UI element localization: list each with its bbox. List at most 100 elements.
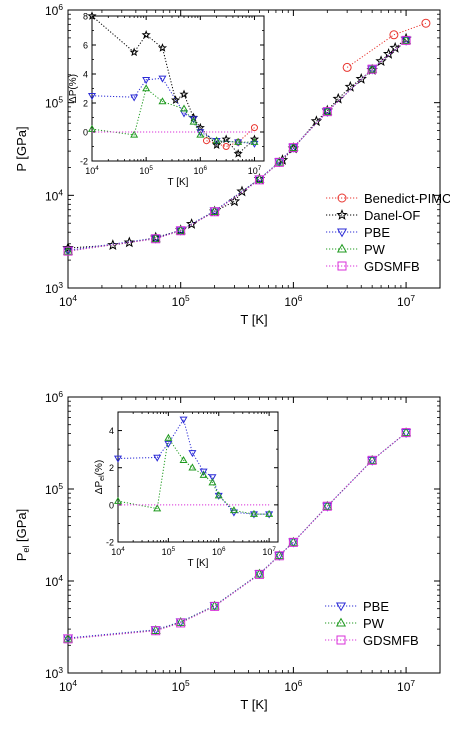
data-point bbox=[209, 600, 220, 610]
x-tick-exponent: 4 bbox=[72, 293, 77, 303]
inset-x-tick-label: 107 bbox=[248, 165, 262, 176]
data-point bbox=[63, 246, 73, 256]
x-tick-exponent: 5 bbox=[185, 293, 190, 303]
inset-data-point bbox=[221, 134, 231, 144]
y-tick-exponent: 5 bbox=[58, 95, 63, 105]
legend-marker bbox=[336, 243, 348, 253]
x-tick-label: 104 bbox=[59, 678, 77, 694]
inset-y-tick-label: 0 bbox=[109, 500, 114, 510]
inset-data-point bbox=[249, 134, 260, 144]
data-point bbox=[355, 73, 367, 84]
x-tick-exponent: 4 bbox=[121, 546, 125, 553]
x-tick-exponent: 7 bbox=[410, 293, 415, 303]
inset-y-axis-label-rest: (%) bbox=[94, 460, 105, 476]
data-point bbox=[401, 34, 412, 44]
x-tick-exponent: 7 bbox=[258, 165, 262, 172]
inset-y-tick-label: 0 bbox=[83, 128, 88, 138]
legend-label: PBE bbox=[363, 599, 389, 614]
inset-x-tick-label: 105 bbox=[139, 165, 153, 176]
y-tick-label: 105 bbox=[45, 95, 63, 111]
inset-data-point bbox=[199, 468, 208, 476]
y-tick-base: 10 bbox=[45, 4, 59, 18]
x-tick-label: 107 bbox=[397, 293, 415, 309]
data-point bbox=[210, 207, 220, 217]
x-tick-label: 105 bbox=[172, 293, 190, 309]
inset-data-point bbox=[142, 84, 151, 92]
data-point bbox=[288, 143, 299, 153]
data-point bbox=[322, 106, 333, 116]
inset-data-point bbox=[229, 506, 238, 514]
inset-series-line bbox=[91, 77, 255, 145]
legend-label: GDSMFB bbox=[364, 259, 420, 274]
legend-item: GDSMFB bbox=[326, 259, 420, 274]
legend-label: PW bbox=[363, 616, 385, 631]
y-tick-label: 105 bbox=[45, 481, 63, 497]
x-tick-base: 10 bbox=[162, 547, 172, 557]
y-tick-label: 103 bbox=[45, 665, 63, 681]
inset-data-point bbox=[250, 124, 258, 132]
inset-y-axis-label: ΔP(%) bbox=[68, 74, 79, 103]
data-point bbox=[176, 226, 186, 236]
legend-item: Danel-OF bbox=[326, 208, 420, 223]
legend-item: PBE bbox=[325, 599, 389, 614]
y-axis-label: P [GPa] bbox=[14, 126, 29, 171]
inset-x-tick-label: 104 bbox=[85, 165, 99, 176]
x-tick-label: 106 bbox=[284, 678, 302, 694]
data-point bbox=[274, 157, 284, 167]
inset-y-tick-label: 8 bbox=[83, 12, 88, 22]
inset-data-point bbox=[250, 137, 259, 145]
x-tick-base: 10 bbox=[139, 166, 149, 176]
y-axis-label-sub: el bbox=[21, 546, 31, 553]
x-tick-exponent: 5 bbox=[185, 678, 190, 688]
data-point bbox=[175, 616, 186, 626]
data-point bbox=[367, 65, 378, 75]
inset-data-point bbox=[179, 104, 189, 112]
x-tick-base: 10 bbox=[172, 680, 186, 694]
data-point bbox=[367, 456, 378, 466]
inset-data-point bbox=[113, 496, 123, 504]
inset-data-point bbox=[202, 137, 210, 145]
data-point bbox=[367, 64, 377, 74]
series-gdsmfb bbox=[63, 428, 411, 644]
data-point bbox=[322, 501, 332, 511]
x-tick-base: 10 bbox=[194, 166, 204, 176]
legend-item: PW bbox=[326, 242, 386, 257]
inset-y-axis-label-main: ΔP bbox=[94, 481, 105, 495]
inset-data-point bbox=[164, 440, 173, 448]
y-tick-exponent: 4 bbox=[58, 187, 63, 197]
inset-data-point bbox=[87, 93, 97, 101]
y-tick-base: 10 bbox=[45, 391, 59, 405]
series-benedict-pimc bbox=[342, 18, 431, 72]
inset-data-point bbox=[188, 463, 197, 471]
data-point bbox=[288, 142, 299, 152]
inset-series-line bbox=[91, 87, 255, 143]
data-point bbox=[344, 80, 356, 92]
inset-x-tick-label: 107 bbox=[262, 546, 276, 557]
data-point bbox=[401, 35, 411, 45]
y-tick-exponent: 5 bbox=[58, 481, 63, 491]
data-point bbox=[274, 550, 285, 560]
inset-data-point bbox=[208, 478, 217, 486]
x-tick-exponent: 6 bbox=[204, 165, 208, 172]
x-tick-base: 10 bbox=[397, 295, 411, 309]
data-point bbox=[288, 536, 299, 546]
x-tick-base: 10 bbox=[284, 295, 298, 309]
x-tick-label: 105 bbox=[172, 678, 190, 694]
data-point bbox=[342, 62, 352, 72]
y-axis-label: Pel [GPa] bbox=[14, 509, 31, 562]
x-tick-base: 10 bbox=[172, 295, 186, 309]
x-tick-base: 10 bbox=[59, 295, 73, 309]
y-tick-base: 10 bbox=[45, 189, 59, 203]
inset-data-point bbox=[249, 511, 258, 519]
inset-data-point bbox=[142, 77, 151, 85]
inset-y-tick-label: 2 bbox=[109, 463, 114, 473]
data-point bbox=[389, 30, 399, 40]
legend-label: PW bbox=[364, 242, 386, 257]
y-tick-base: 10 bbox=[45, 97, 59, 111]
data-point bbox=[175, 225, 186, 235]
inset-data-point bbox=[153, 454, 162, 462]
x-tick-base: 10 bbox=[248, 166, 258, 176]
y-tick-label: 106 bbox=[45, 2, 63, 18]
